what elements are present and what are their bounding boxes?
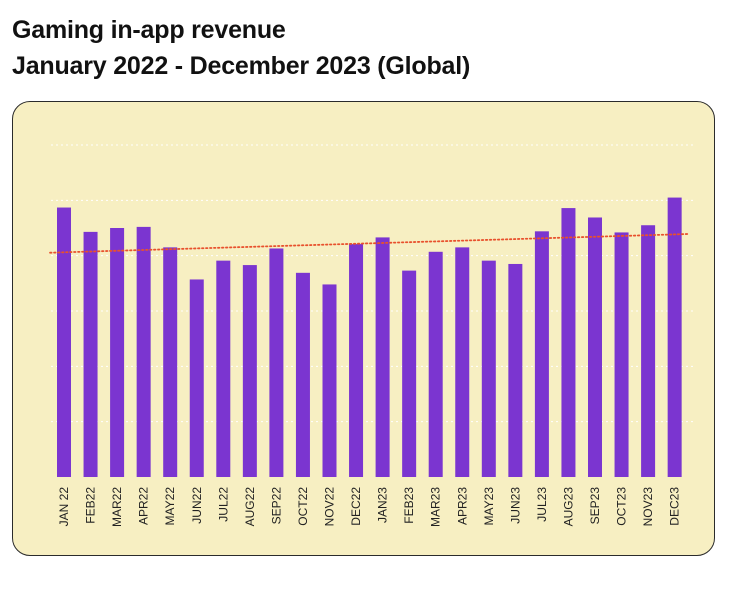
bar bbox=[295, 272, 310, 477]
trendline-layer bbox=[49, 233, 690, 254]
x-tick-label: MAY23 bbox=[482, 487, 496, 526]
x-tick-label: DEC22 bbox=[349, 487, 363, 526]
bar bbox=[481, 260, 496, 477]
bar bbox=[57, 207, 71, 477]
bar bbox=[508, 263, 523, 477]
x-tick-label: JAN23 bbox=[376, 487, 390, 523]
x-tick-label: OCT22 bbox=[296, 487, 310, 526]
x-tick-label: DEC23 bbox=[668, 487, 682, 526]
bar bbox=[349, 244, 364, 477]
bar bbox=[667, 197, 682, 478]
bar bbox=[269, 248, 284, 477]
bar bbox=[136, 226, 151, 477]
x-tick-label: APR23 bbox=[455, 487, 469, 525]
gridlines bbox=[51, 144, 695, 423]
x-tick-label: OCT23 bbox=[615, 487, 629, 526]
bar bbox=[455, 247, 470, 477]
bar bbox=[110, 228, 125, 477]
bar bbox=[83, 231, 98, 477]
x-tick-label: MAR23 bbox=[429, 487, 443, 527]
x-tick-label: SEP22 bbox=[269, 487, 283, 525]
x-tick-label: FEB22 bbox=[84, 487, 98, 524]
bar bbox=[189, 279, 204, 477]
x-tick-label: FEB23 bbox=[402, 487, 416, 524]
x-tick-label: NOV23 bbox=[641, 487, 655, 527]
bar bbox=[402, 270, 417, 477]
x-tick-label: JUL22 bbox=[216, 487, 230, 522]
bar bbox=[614, 232, 629, 477]
x-tick-label: JUN23 bbox=[508, 487, 522, 524]
bar bbox=[216, 260, 231, 477]
chart-title-block: Gaming in-app revenue January 2022 - Dec… bbox=[12, 12, 470, 84]
bar-chart: JAN 22 FEB22 MAR22 APR22 MAY22 JUN22 JUL22 AUG2… bbox=[49, 144, 695, 527]
bar bbox=[428, 251, 443, 477]
bar bbox=[322, 284, 337, 477]
x-tick-label: JUN22 bbox=[190, 487, 204, 524]
x-tick-label: MAR22 bbox=[110, 487, 124, 527]
x-tick-label: AUG23 bbox=[561, 487, 575, 527]
bar bbox=[242, 265, 257, 477]
x-tick-label: NOV22 bbox=[323, 487, 337, 527]
bar bbox=[375, 237, 390, 477]
bar bbox=[534, 231, 549, 477]
x-tick-labels: JAN 22 FEB22 MAR22 APR22 MAY22 JUN22 JUL22 AUG2… bbox=[57, 487, 682, 527]
x-tick-label: JAN 22 bbox=[57, 487, 71, 527]
chart-panel: JAN 22 FEB22 MAR22 APR22 MAY22 JUN22 JUL22 AUG2… bbox=[12, 101, 715, 556]
x-tick-label: AUG22 bbox=[243, 487, 257, 527]
x-tick-label: SEP23 bbox=[588, 487, 602, 525]
bar bbox=[163, 247, 178, 477]
bar bbox=[641, 225, 656, 477]
bar bbox=[561, 208, 576, 477]
x-tick-label: JUL23 bbox=[535, 487, 549, 522]
bars bbox=[57, 197, 682, 478]
chart-subtitle: January 2022 - December 2023 (Global) bbox=[12, 52, 471, 80]
bar bbox=[588, 217, 602, 477]
trendline bbox=[49, 233, 690, 254]
x-tick-label: MAY22 bbox=[163, 487, 177, 526]
chart-title: Gaming in-app revenue bbox=[12, 16, 286, 44]
x-tick-label: APR22 bbox=[137, 487, 151, 525]
